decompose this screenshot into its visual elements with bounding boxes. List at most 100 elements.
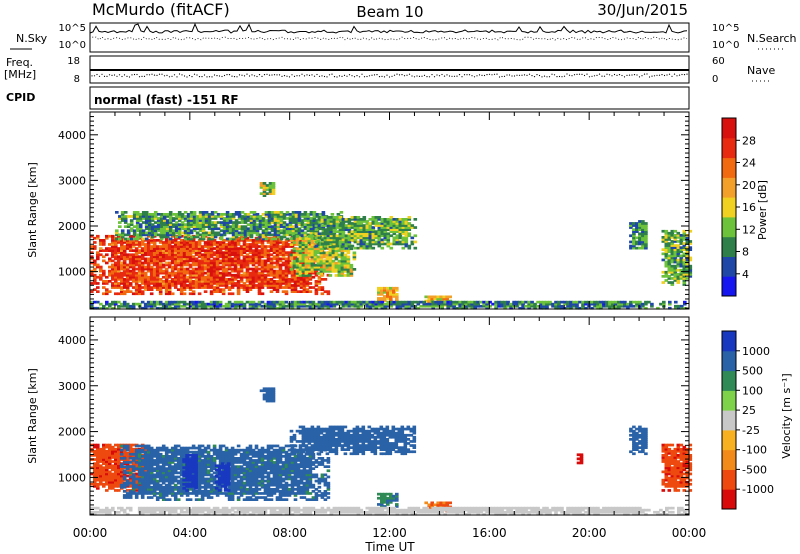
power-cell: [300, 215, 305, 218]
power-cell: [164, 257, 169, 261]
power-cell: [254, 304, 259, 308]
velocity-cell: [96, 485, 100, 488]
velocity-cell: [99, 472, 103, 476]
power-cell: [227, 253, 232, 257]
power-cell: [114, 269, 118, 273]
power-cell: [629, 246, 633, 250]
power-cell: [146, 282, 151, 285]
power-colorbar-swatch: [722, 137, 736, 159]
velocity-cell: [105, 454, 109, 457]
power-cell: [111, 286, 115, 289]
power-cell: [239, 273, 244, 277]
power-cell: [679, 254, 684, 258]
power-cell: [167, 275, 172, 279]
power-cell: [670, 270, 675, 274]
power-cell: [331, 255, 336, 259]
power-cell: [230, 292, 235, 296]
power-cell: [302, 286, 307, 289]
nave-dot: [398, 74, 401, 76]
nave-dot: [541, 76, 543, 78]
power-cell: [272, 261, 277, 265]
power-cell: [632, 234, 636, 238]
power-cell: [242, 275, 247, 279]
power-cell: [257, 245, 262, 248]
power-cell: [334, 255, 339, 259]
power-cell: [168, 231, 173, 235]
power-cell: [239, 304, 244, 308]
power-cell: [278, 259, 283, 263]
power-cell: [431, 304, 435, 308]
power-cell: [234, 219, 239, 222]
power-cell: [188, 257, 193, 261]
power-cell: [284, 282, 289, 285]
power-cell: [455, 302, 459, 306]
velocity-cell: [117, 464, 121, 468]
power-cell: [304, 255, 309, 259]
power-cell: [209, 275, 214, 279]
power-cell: [524, 300, 528, 304]
power-cell: [161, 241, 166, 244]
power-cell: [515, 304, 519, 308]
power-cell: [389, 218, 394, 221]
power-cell: [155, 273, 160, 277]
power-cell: [635, 302, 639, 306]
power-cell: [228, 227, 233, 231]
power-cell: [173, 247, 178, 250]
power-cell: [338, 242, 343, 246]
power-cell: [260, 245, 265, 248]
station-title: McMurdo (fitACF): [92, 0, 230, 19]
power-cell: [155, 249, 160, 252]
power-cell: [143, 306, 148, 310]
power-cell: [269, 284, 274, 287]
power-cell: [144, 219, 149, 222]
power-cell: [141, 211, 146, 214]
power-cell: [257, 261, 262, 265]
power-cell: [362, 232, 367, 236]
power-cell: [183, 237, 188, 241]
nave-dot: [111, 74, 113, 76]
power-cell: [298, 270, 303, 273]
power-cell: [90, 304, 94, 308]
power-cell: [111, 243, 115, 246]
power-cell: [297, 215, 302, 218]
power-cell: [503, 306, 507, 310]
power-cell: [173, 239, 178, 242]
power-cell: [134, 290, 139, 293]
power-cell: [374, 232, 379, 236]
power-cell: [326, 273, 331, 277]
power-cell: [90, 257, 94, 261]
power-cell: [304, 257, 309, 261]
power-cell: [299, 282, 304, 285]
power-cell: [236, 243, 241, 246]
power-cell: [667, 254, 672, 258]
power-cell: [676, 277, 681, 280]
velocity-cell: [117, 454, 121, 457]
power-cell: [279, 229, 284, 233]
power-cell: [279, 235, 284, 239]
power-cell: [346, 251, 351, 255]
power-cell: [419, 300, 423, 304]
power-cell: [249, 217, 254, 220]
power-cell: [359, 222, 364, 225]
velocity-cell: [102, 482, 106, 486]
power-cell: [309, 231, 314, 235]
power-cell: [313, 255, 318, 259]
power-cell: [676, 262, 681, 266]
power-cell: [257, 286, 262, 289]
power-cell: [349, 247, 354, 251]
nave-dot: [261, 75, 263, 77]
power-cell: [359, 220, 364, 223]
power-cell: [293, 286, 298, 289]
power-cell: [174, 229, 179, 233]
velocity-cell: [93, 478, 97, 482]
power-cell: [512, 302, 516, 306]
power-cell: [257, 239, 262, 242]
velocity-cell: [99, 452, 103, 455]
power-cell: [102, 239, 106, 242]
power-cell: [338, 234, 343, 238]
power-cell: [349, 263, 354, 267]
power-cell: [140, 263, 145, 267]
power-cell: [337, 245, 342, 249]
power-cell: [272, 304, 277, 308]
power-cell: [204, 225, 209, 228]
